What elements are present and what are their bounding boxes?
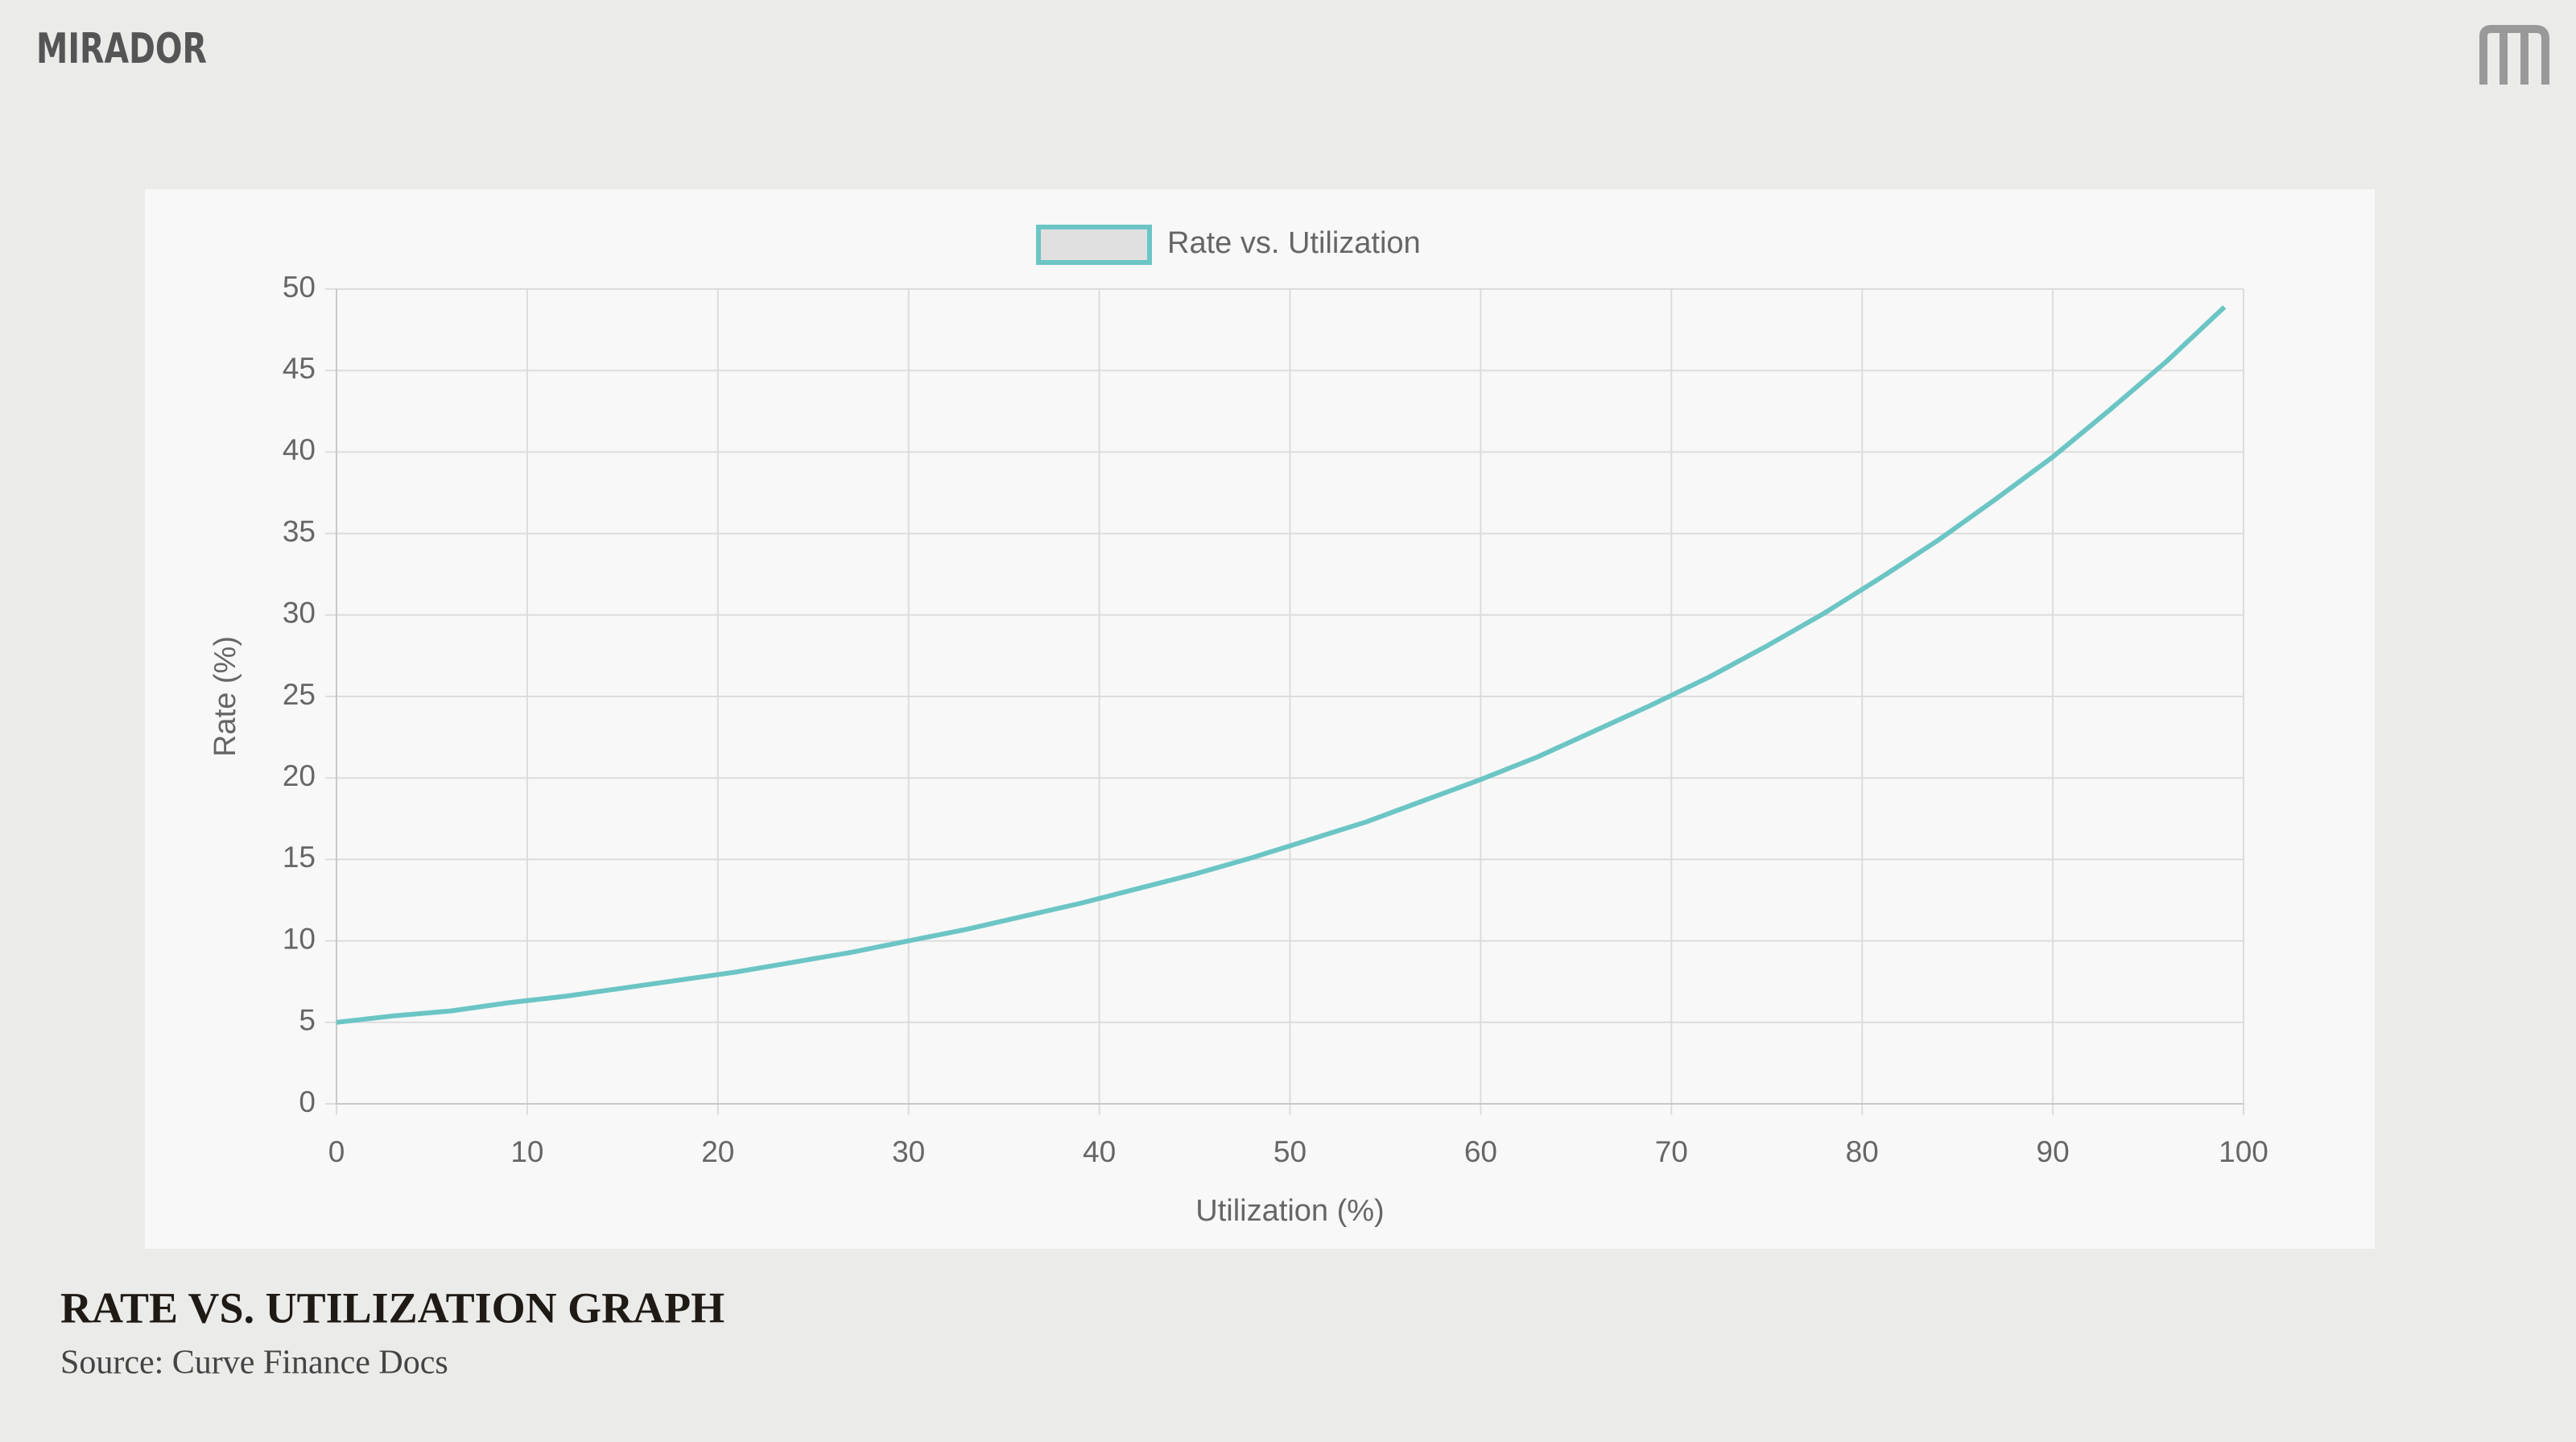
- y-tick-label: 45: [283, 352, 316, 385]
- y-tick-label: 50: [283, 271, 316, 304]
- data-line: [336, 305, 2227, 1025]
- x-tick-label: 60: [1464, 1135, 1497, 1168]
- y-tick-label: 0: [299, 1085, 316, 1118]
- x-tick-label: 90: [2037, 1135, 2070, 1168]
- x-tick-label: 0: [328, 1135, 345, 1168]
- brand-icon: [2479, 25, 2549, 85]
- chart: 0 5 10 15 20 25 30 35 40 45 50 0 10 20 30 40 50 60 70 80 90 1…: [208, 225, 2268, 1228]
- x-axis-title: Utilization (%): [1195, 1194, 1384, 1228]
- y-tick-label: 30: [283, 597, 316, 630]
- caption-title: RATE VS. UTILIZATION GRAPH: [60, 1283, 724, 1332]
- y-axis-title: Rate (%): [208, 636, 242, 757]
- legend-swatch: [1036, 225, 1152, 265]
- y-tick-label: 25: [283, 678, 316, 711]
- x-tick-label: 100: [2219, 1135, 2268, 1168]
- x-tick-label: 20: [701, 1135, 734, 1168]
- x-tick-label: 50: [1274, 1135, 1307, 1168]
- brand-logo: MIRADOR: [36, 25, 207, 73]
- x-tick-label: 40: [1083, 1135, 1116, 1168]
- y-tick-label: 35: [283, 514, 316, 547]
- y-tick-label: 5: [299, 1004, 316, 1037]
- y-tick-label: 40: [283, 433, 316, 466]
- y-tick-label: 10: [283, 922, 316, 955]
- caption-source: Source: Curve Finance Docs: [60, 1345, 448, 1382]
- chart-panel: [145, 189, 2375, 1249]
- y-tick-label: 20: [283, 759, 316, 792]
- x-tick-label: 30: [892, 1135, 925, 1168]
- y-tick-label: 15: [283, 841, 316, 874]
- x-tick-label: 80: [1846, 1135, 1879, 1168]
- legend-label: Rate vs. Utilization: [1167, 226, 1421, 260]
- x-tick-label: 70: [1655, 1135, 1688, 1168]
- x-tick-label: 10: [510, 1135, 543, 1168]
